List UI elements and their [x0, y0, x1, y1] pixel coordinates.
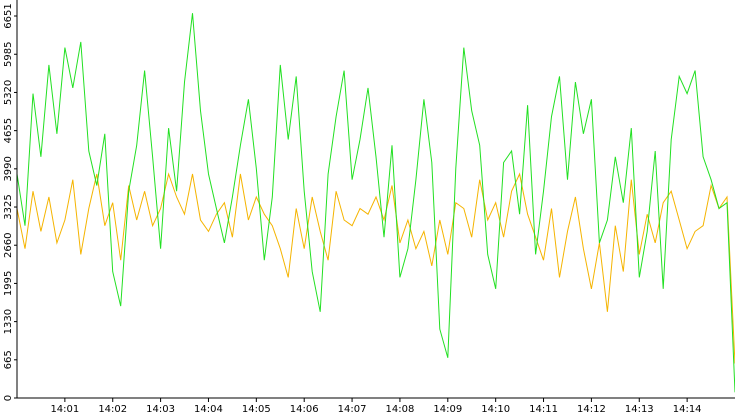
x-tick-label: 14:05: [242, 404, 271, 415]
y-tick-label: 4655: [3, 118, 14, 143]
x-tick-label: 14:13: [625, 404, 654, 415]
series-line: [16, 13, 735, 393]
series-line: [16, 172, 735, 364]
y-tick-label: 3990: [3, 156, 14, 181]
x-tick-label: 14:14: [673, 404, 702, 415]
y-tick-label: 3325: [3, 194, 14, 219]
y-tick-label: 665: [3, 350, 14, 369]
x-tick-label: 14:04: [194, 404, 223, 415]
x-tick-label: 14:08: [386, 404, 415, 415]
x-tick-label: 14:06: [290, 404, 319, 415]
x-tick-label: 14:01: [50, 404, 79, 415]
x-tick-label: 14:12: [577, 404, 606, 415]
x-tick-label: 14:11: [529, 404, 558, 415]
x-tick-label: 14:07: [338, 404, 367, 415]
y-tick-label: 5985: [3, 42, 14, 67]
y-tick-label: 5320: [3, 80, 14, 105]
x-tick-label: 14:03: [146, 404, 175, 415]
x-tick-label: 14:09: [433, 404, 462, 415]
y-tick-label: 6651: [3, 3, 14, 28]
y-tick-label: 1330: [3, 309, 14, 334]
x-tick-label: 14:10: [481, 404, 510, 415]
y-tick-label: 2660: [3, 232, 14, 257]
x-tick-label: 14:02: [98, 404, 127, 415]
y-tick-label: 0: [3, 395, 14, 401]
y-tick-label: 1995: [3, 271, 14, 296]
